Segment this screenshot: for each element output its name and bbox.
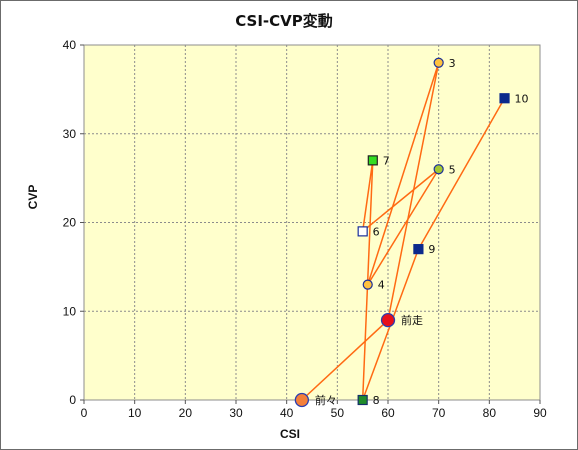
point-marker-10 [499, 93, 510, 104]
x-tick-label: 30 [229, 406, 243, 420]
point-label-5: 5 [449, 163, 456, 176]
point-label-前々: 前々 [315, 393, 337, 407]
chart-title: CSI-CVP変動 [235, 12, 333, 30]
point-marker-6 [357, 226, 368, 237]
point-marker-前走 [380, 312, 396, 328]
trajectory-segment [417, 97, 506, 250]
trajectory-segment [362, 168, 440, 232]
point-label-9: 9 [428, 243, 435, 256]
y-tick-label: 0 [69, 393, 76, 407]
x-tick-label: 10 [128, 406, 142, 420]
point-marker-9 [413, 244, 424, 255]
x-tick-label: 90 [533, 406, 547, 420]
point-marker-3 [433, 57, 444, 68]
x-tick-label: 20 [179, 406, 193, 420]
x-tick-labels: 0 10 20 30 40 50 60 70 80 90 [81, 400, 547, 420]
trajectory-segment [387, 62, 440, 321]
y-tick-labels: 0 10 20 30 40 [63, 38, 84, 407]
point-label-前走: 前走 [401, 313, 423, 327]
point-marker-5 [433, 164, 444, 175]
point-label-10: 10 [515, 92, 529, 105]
x-tick-label: 80 [483, 406, 497, 420]
point-marker-7 [367, 155, 378, 166]
point-marker-前々 [294, 392, 310, 408]
y-tick-label: 10 [63, 304, 77, 318]
point-label-7: 7 [383, 154, 390, 167]
point-labels: 前々 前走 3 4 5 6 7 8 9 10 [315, 57, 529, 407]
trajectory-segment [367, 62, 440, 285]
point-marker-4 [362, 279, 373, 290]
y-axis-title: CVP [26, 185, 40, 210]
x-tick-label: 60 [381, 406, 395, 420]
y-tick-label: 30 [63, 127, 77, 141]
x-tick-label: 50 [331, 406, 345, 420]
x-axis-title: CSI [280, 427, 300, 441]
data-markers [294, 57, 510, 408]
y-tick-label: 20 [63, 216, 77, 230]
point-label-3: 3 [449, 57, 456, 70]
point-marker-8 [357, 394, 368, 406]
point-label-6: 6 [373, 225, 380, 238]
y-tick-label: 40 [63, 38, 77, 52]
point-label-4: 4 [378, 279, 385, 292]
trajectory-segment [301, 319, 389, 401]
point-label-8: 8 [373, 394, 380, 407]
x-tick-label: 40 [280, 406, 294, 420]
x-tick-label: 0 [81, 406, 88, 420]
trajectory-segment [361, 160, 374, 232]
x-tick-label: 70 [432, 406, 446, 420]
trajectory-segment [367, 168, 440, 286]
